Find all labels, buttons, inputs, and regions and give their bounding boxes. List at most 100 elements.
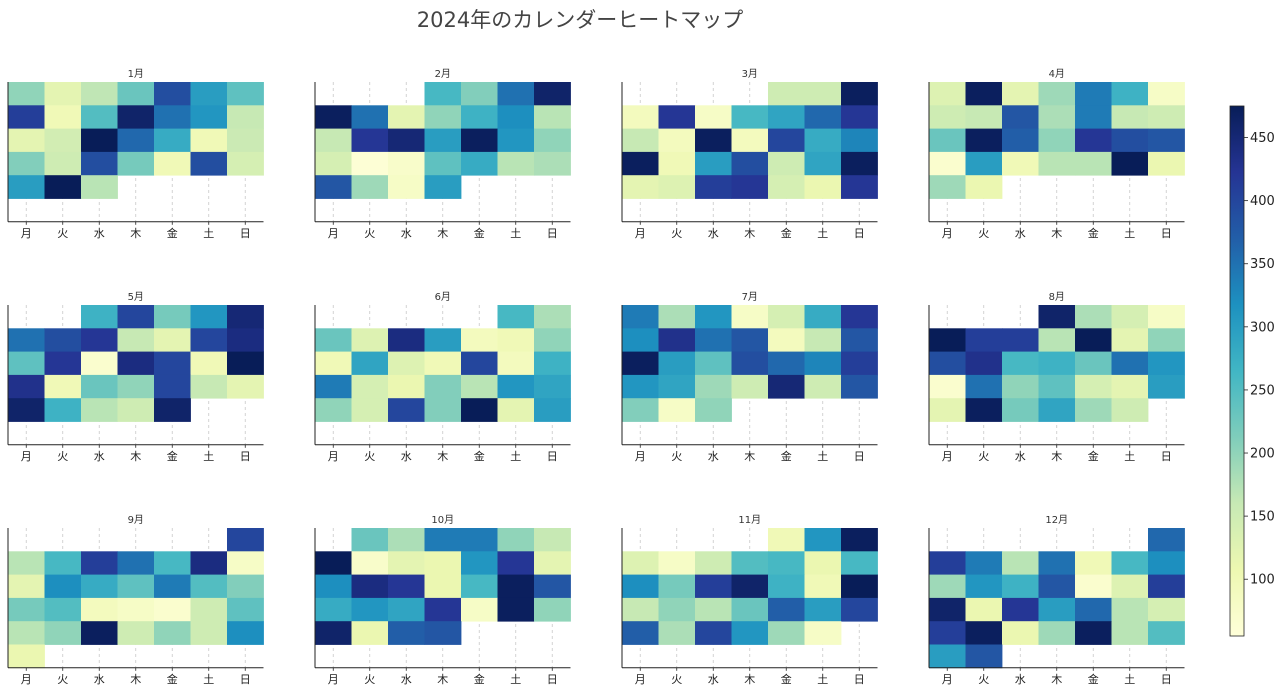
month-title: 1月 <box>128 68 144 80</box>
heatmap-cell <box>351 105 389 129</box>
month-title: 11月 <box>738 514 761 526</box>
heatmap-cell <box>1111 105 1149 129</box>
heatmap-cell <box>351 574 389 599</box>
heatmap-cell <box>534 105 571 129</box>
heatmap-cell <box>695 374 732 399</box>
heatmap-cell <box>44 151 82 176</box>
heatmap-cell <box>190 305 228 329</box>
heatmap-cell <box>81 574 118 599</box>
weekday-label: 金 <box>167 672 178 686</box>
heatmap-cell <box>1038 151 1076 176</box>
heatmap-cell <box>81 351 118 376</box>
heatmap-cell <box>1038 621 1076 645</box>
heatmap-cell <box>695 105 732 129</box>
heatmap-cell <box>658 175 696 199</box>
heatmap-cell <box>190 82 228 106</box>
heatmap-cell <box>81 82 118 106</box>
heatmap-cell <box>695 151 732 176</box>
heatmap-cell <box>1075 82 1112 106</box>
heatmap-cell <box>929 551 966 575</box>
weekday-label: 日 <box>854 673 865 686</box>
heatmap-cell <box>497 305 535 329</box>
heatmap-cell <box>190 551 228 575</box>
month-panel-5: 5月月 火 水 木 金 土 日 <box>7 291 264 463</box>
heatmap-cell <box>190 105 228 129</box>
heatmap-cell <box>965 128 1003 153</box>
weekday-label: 金 <box>1088 226 1099 240</box>
month-panel-7: 7月月 火 水 木 金 土 日 <box>621 291 878 463</box>
weekday-label: 木 <box>1051 673 1062 686</box>
heatmap-cell <box>81 621 118 645</box>
heatmap-cell <box>117 398 155 422</box>
heatmap-cell <box>841 128 878 153</box>
heatmap-cell <box>497 105 535 129</box>
heatmap-cell <box>1038 105 1076 129</box>
heatmap-cell <box>658 351 696 376</box>
heatmap-cell <box>965 374 1003 399</box>
heatmap-cell <box>315 621 352 645</box>
heatmap-cell <box>804 374 842 399</box>
heatmap-cell <box>658 328 696 352</box>
heatmap-cell <box>695 597 732 622</box>
heatmap-cell <box>731 328 769 352</box>
heatmap-cell <box>804 351 842 376</box>
weekday-label: 木 <box>744 450 755 463</box>
heatmap-cell <box>768 175 805 199</box>
weekday-label: 土 <box>510 673 521 686</box>
heatmap-cell <box>117 551 155 575</box>
weekday-label: 日 <box>1161 450 1172 463</box>
heatmap-cell <box>388 597 425 622</box>
heatmap-cell <box>8 644 45 669</box>
weekday-label: 金 <box>1088 449 1099 463</box>
heatmap-cell <box>154 105 191 129</box>
heatmap-cell <box>44 328 82 352</box>
heatmap-cell <box>315 128 352 153</box>
heatmap-cell <box>768 374 805 399</box>
weekday-label: 木 <box>130 227 141 240</box>
weekday-label: 日 <box>1161 227 1172 240</box>
weekday-label: 水 <box>708 450 719 463</box>
heatmap-cell <box>8 551 45 575</box>
heatmap-cell <box>658 128 696 153</box>
heatmap-cell <box>154 551 191 575</box>
heatmap-cell <box>768 621 805 645</box>
weekday-label: 木 <box>744 673 755 686</box>
weekday-label: 火 <box>364 673 375 686</box>
heatmap-cell <box>81 151 118 176</box>
heatmap-cell <box>965 574 1003 599</box>
heatmap-cell <box>929 328 966 352</box>
heatmap-cell <box>695 621 732 645</box>
weekday-label: 日 <box>240 227 251 240</box>
heatmap-cell <box>1148 597 1185 622</box>
weekday-label: 月 <box>328 450 339 463</box>
heatmap-cell <box>117 105 155 129</box>
heatmap-cell <box>1111 551 1149 575</box>
heatmap-cell <box>929 82 966 106</box>
heatmap-cell <box>768 597 805 622</box>
heatmap-cell <box>1002 151 1039 176</box>
weekday-label: 土 <box>817 450 828 463</box>
heatmap-cell <box>1111 128 1149 153</box>
heatmap-cell <box>44 574 82 599</box>
weekday-label: 木 <box>1051 450 1062 463</box>
heatmap-cell <box>841 374 878 399</box>
weekday-label: 金 <box>781 226 792 240</box>
weekday-label: 土 <box>1124 673 1135 686</box>
heatmap-cell <box>534 398 571 422</box>
heatmap-cell <box>1148 151 1185 176</box>
weekday-label: 土 <box>817 227 828 240</box>
heatmap-cell <box>1148 574 1185 599</box>
heatmap-cell <box>622 128 659 153</box>
weekday-label: 日 <box>854 450 865 463</box>
heatmap-cell <box>1038 597 1076 622</box>
heatmap-cell <box>117 621 155 645</box>
weekday-label: 水 <box>94 673 105 686</box>
weekday-label: 日 <box>854 227 865 240</box>
heatmap-cell <box>461 574 498 599</box>
heatmap-cell <box>1075 374 1112 399</box>
weekday-label: 水 <box>401 673 412 686</box>
heatmap-cell <box>461 597 498 622</box>
heatmap-cell <box>424 398 462 422</box>
heatmap-cell <box>622 151 659 176</box>
